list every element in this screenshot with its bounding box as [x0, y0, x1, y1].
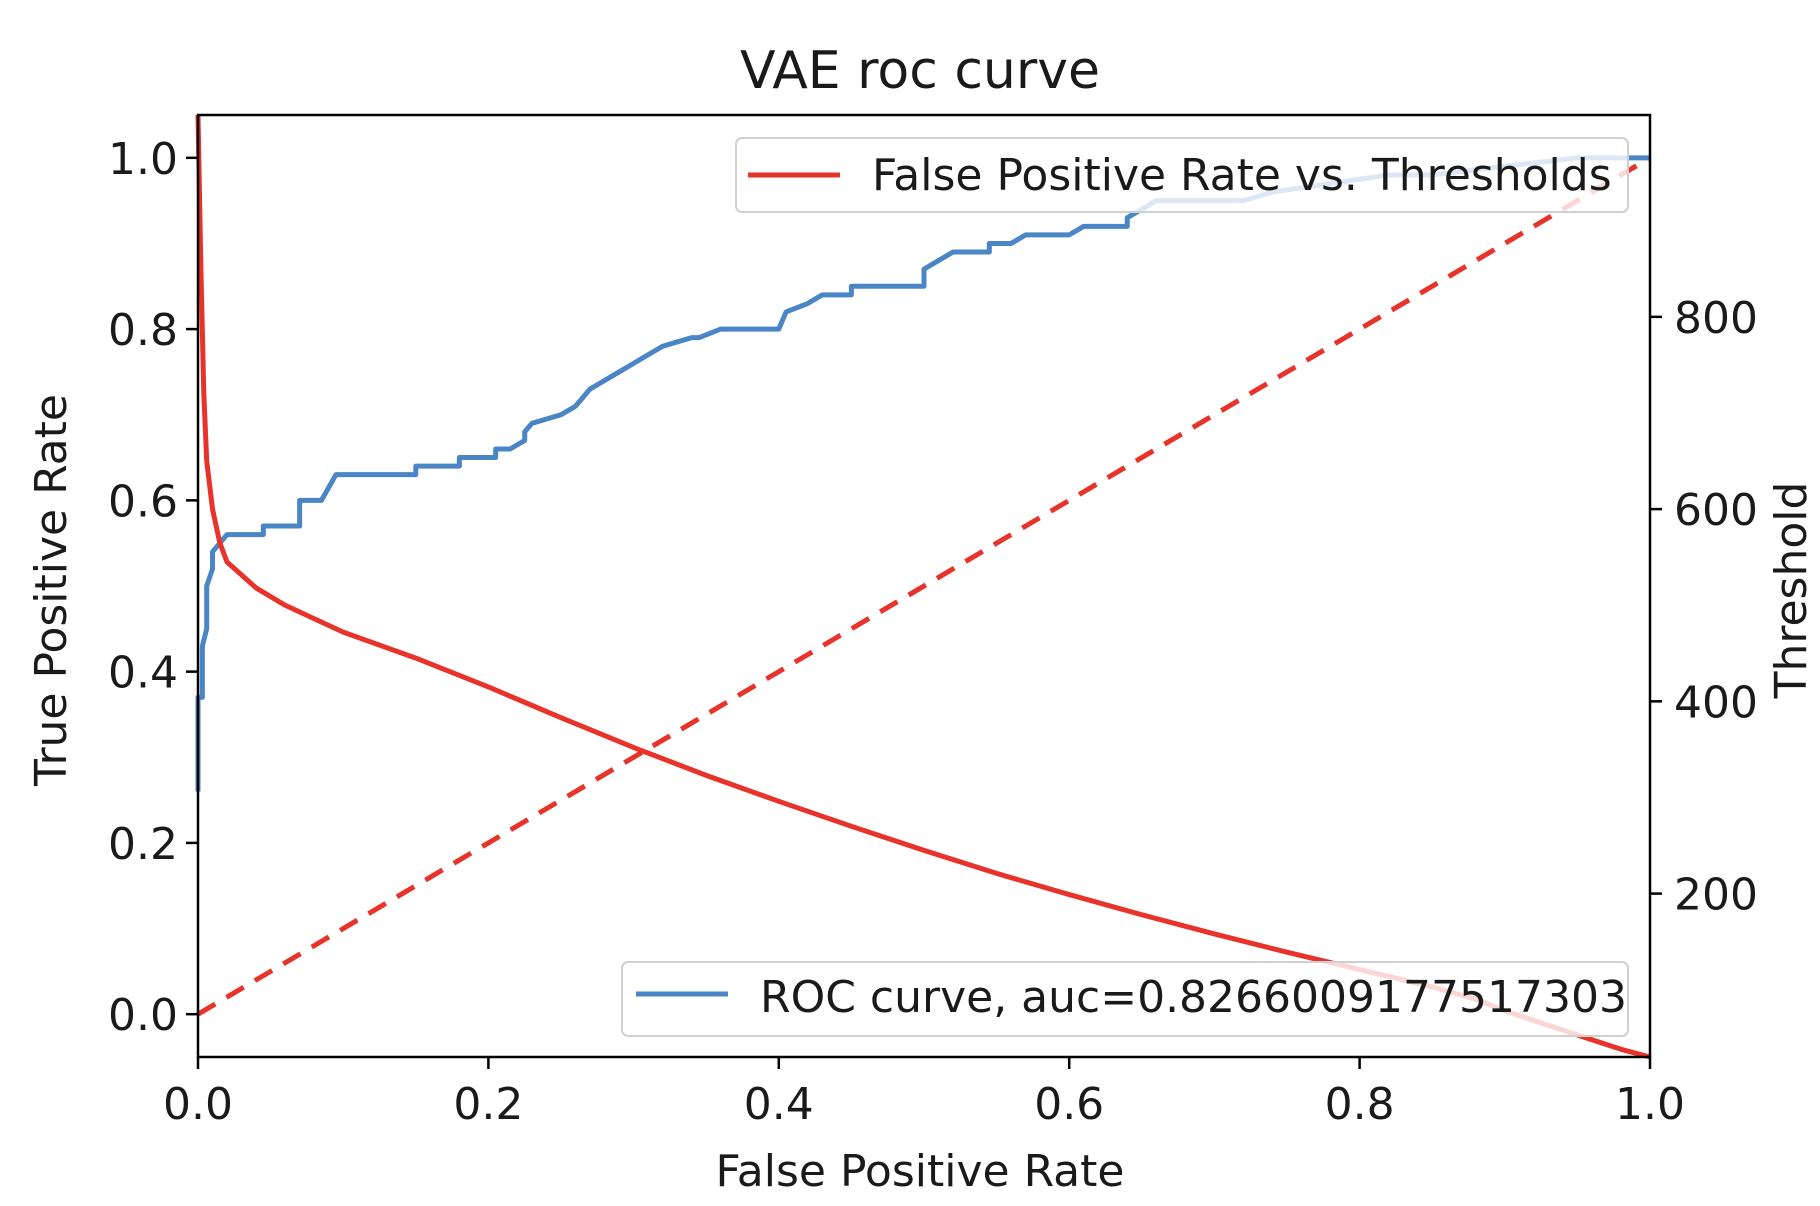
- y-tick-label: 0.0: [108, 990, 178, 1041]
- chance-diagonal-line: [196, 155, 1652, 1017]
- x-tick-label: 0.6: [1034, 1079, 1104, 1130]
- y2-tick-label: 800: [1674, 293, 1758, 344]
- y2-tick-label: 400: [1674, 677, 1758, 728]
- x-tick-label: 0.2: [453, 1079, 523, 1130]
- plot-frame: [196, 113, 1652, 1059]
- x-tick-label: 0.8: [1325, 1079, 1395, 1130]
- legend-roc: ROC curve, auc=0.8266009177517303: [621, 961, 1629, 1037]
- y-tick-label: 0.2: [108, 819, 178, 870]
- y-tick-label: 0.8: [108, 305, 178, 356]
- roc-curve-line: [195, 155, 1650, 792]
- legend-threshold-box: [735, 137, 1629, 213]
- y-tick-label: 0.6: [108, 476, 178, 527]
- y2-tick-label: 600: [1674, 485, 1758, 536]
- y2-axis-title: Threshold: [1766, 482, 1817, 700]
- x-tick-label: 0.4: [744, 1079, 814, 1130]
- x-axis: 0.0 0.2 0.4 0.6 0.8 1.0: [163, 1057, 1685, 1130]
- y-axis-title: True Positive Rate: [26, 394, 77, 787]
- legend-roc-label: ROC curve, auc=0.8266009177517303: [760, 972, 1627, 1023]
- legend-threshold: False Positive Rate vs. Thresholds: [735, 137, 1629, 213]
- y-axis-right: 200 400 600 800: [1650, 293, 1758, 921]
- y-tick-label: 1.0: [108, 134, 178, 185]
- series-layer: [195, 114, 1652, 1060]
- x-tick-label: 0.0: [163, 1079, 233, 1130]
- legend-threshold-label: False Positive Rate vs. Thresholds: [872, 150, 1612, 201]
- legend-roc-box: [621, 961, 1629, 1037]
- chart-title: VAE roc curve: [740, 41, 1100, 101]
- y-tick-label: 0.4: [108, 648, 178, 699]
- x-axis-title: False Positive Rate: [716, 1146, 1125, 1197]
- x-tick-label: 1.0: [1615, 1079, 1685, 1130]
- y-axis-left: 0.0 0.2 0.4 0.6 0.8 1.0: [108, 134, 198, 1041]
- y2-tick-label: 200: [1674, 870, 1758, 921]
